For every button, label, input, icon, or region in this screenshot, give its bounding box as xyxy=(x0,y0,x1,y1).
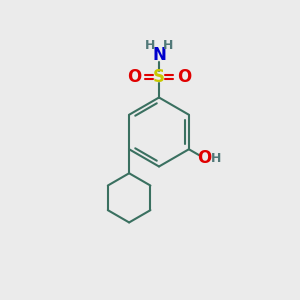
Text: H: H xyxy=(211,152,221,165)
Text: O: O xyxy=(197,149,212,167)
Text: H: H xyxy=(163,39,173,52)
Text: H: H xyxy=(145,39,155,52)
Text: O: O xyxy=(177,68,191,86)
Text: N: N xyxy=(152,46,166,64)
Text: O: O xyxy=(127,68,141,86)
Text: S: S xyxy=(153,68,165,86)
